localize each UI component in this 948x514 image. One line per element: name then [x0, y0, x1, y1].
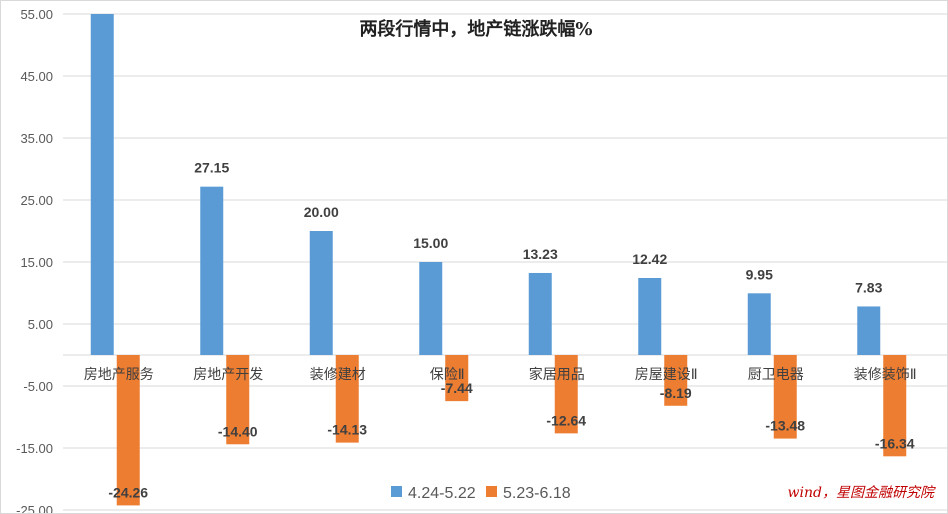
bar-series-2 [445, 355, 469, 402]
y-tick-label: 35.00 [20, 131, 53, 146]
data-label: 13.23 [523, 246, 558, 262]
bar-series-2 [335, 355, 359, 443]
category-label: 厨卫电器 [748, 367, 804, 383]
bar-series-1 [90, 14, 114, 355]
bar-series-2 [554, 355, 578, 434]
y-tick-label: 15.00 [20, 255, 53, 270]
data-label: 9.95 [746, 266, 773, 282]
bar-series-1 [747, 293, 771, 355]
category-labels: 房地产服务 房地产开发 装修建材 保险Ⅱ 家居用品 房屋建设Ⅱ 厨卫电器 装修装饰Ⅱ [84, 366, 917, 383]
bar-series-2 [226, 355, 250, 445]
data-label: -8.19 [660, 385, 692, 401]
data-label: 20.00 [304, 204, 339, 220]
chart-title: 两段行情中，地产链涨跌幅% [359, 18, 592, 40]
legend: 4.24-5.22 5.23-6.18 [391, 485, 571, 502]
data-label: -7.44 [441, 380, 473, 396]
data-label: -14.40 [218, 423, 258, 439]
data-label: 12.42 [632, 251, 667, 267]
category-label: 装修建材 [310, 367, 366, 383]
gridlines [63, 13, 947, 511]
data-label: -12.64 [546, 412, 586, 428]
data-label: 15.00 [413, 235, 448, 251]
y-tick-label: -5.00 [23, 379, 53, 394]
bar-series-2 [883, 355, 907, 457]
bar-series-1 [638, 277, 662, 355]
legend-label-series-2: 5.23-6.18 [503, 485, 571, 502]
bar-series-2 [773, 355, 797, 439]
y-tick-label: 55.00 [20, 7, 53, 22]
bar-series-2 [116, 355, 140, 506]
bar-series-1 [528, 272, 552, 355]
y-tick-label: -15.00 [16, 441, 53, 456]
data-label: 27.15 [194, 160, 229, 176]
category-label: 保险Ⅱ [430, 367, 465, 383]
bar-series-2 [664, 355, 688, 406]
category-label: 家居用品 [529, 366, 585, 383]
data-label: 7.83 [855, 279, 882, 295]
bar-series-1 [309, 231, 333, 355]
bars [90, 14, 907, 506]
bar-series-1 [200, 186, 224, 355]
data-labels: -24.26 27.15 -14.40 20.00 -14.13 15.00 -7.44 13… [108, 160, 914, 501]
y-axis-ticks: 55.00 45.00 35.00 25.00 15.00 5.00 -5.00 -15.00… [16, 7, 53, 514]
y-tick-label: 5.00 [28, 317, 53, 332]
category-label: 房屋建设Ⅱ [635, 367, 698, 383]
data-label: -16.34 [875, 435, 915, 451]
data-label: -14.13 [327, 422, 367, 438]
y-tick-label: 25.00 [20, 193, 53, 208]
data-label: -13.48 [765, 418, 805, 434]
legend-swatch-series-2 [486, 486, 497, 497]
category-label: 装修装饰Ⅱ [854, 367, 917, 383]
data-label: -24.26 [108, 484, 148, 500]
y-tick-label: -25.00 [16, 503, 53, 514]
legend-label-series-1: 4.24-5.22 [408, 485, 476, 502]
bar-series-1 [419, 262, 443, 355]
category-label: 房地产开发 [193, 367, 263, 383]
legend-swatch-series-1 [391, 486, 402, 497]
source-note: wind，星图金融研究院 [788, 485, 936, 501]
bar-series-1 [857, 306, 881, 355]
y-tick-label: 45.00 [20, 69, 53, 84]
category-label: 房地产服务 [84, 367, 154, 383]
